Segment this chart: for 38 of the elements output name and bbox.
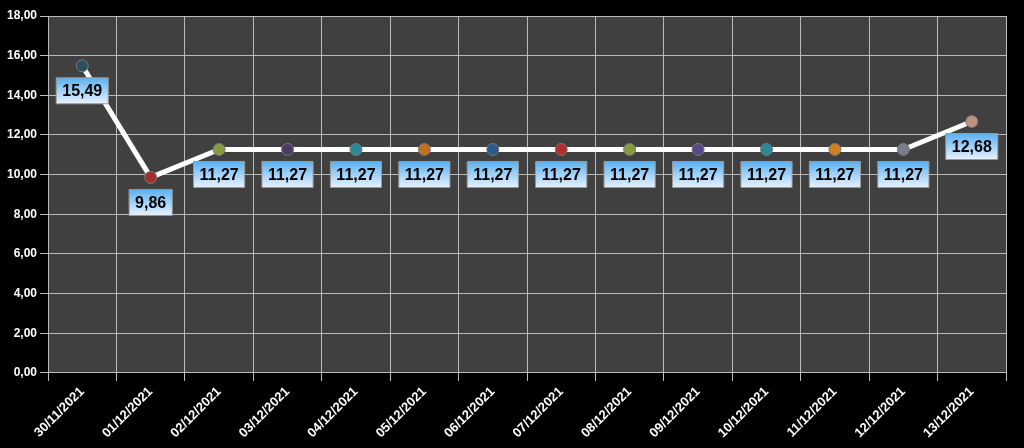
y-tick-label: 6,00 — [13, 246, 38, 261]
data-label: 12,68 — [951, 137, 992, 155]
data-label: 11,27 — [746, 165, 787, 183]
data-label: 11,27 — [404, 165, 445, 183]
data-label: 15,49 — [62, 82, 103, 100]
data-label: 11,27 — [336, 165, 376, 183]
data-label: 9,86 — [135, 193, 167, 211]
point — [486, 142, 500, 156]
point — [144, 170, 158, 184]
point — [75, 59, 89, 73]
point — [623, 142, 637, 156]
y-tick-label: 10,00 — [7, 166, 38, 181]
y-tick-label: 4,00 — [13, 285, 38, 300]
point — [212, 142, 226, 156]
data-label: 11,27 — [610, 165, 650, 183]
data-label: 11,27 — [267, 165, 308, 183]
point — [281, 142, 295, 156]
y-tick-label: 0,00 — [13, 365, 38, 380]
data-label: 11,27 — [199, 165, 239, 183]
y-tick-label: 2,00 — [13, 325, 38, 340]
point — [554, 142, 568, 156]
data-label: 11,27 — [815, 165, 855, 183]
y-tick-label: 8,00 — [13, 206, 38, 221]
data-label: 11,27 — [678, 165, 718, 183]
y-tick-label: 18,00 — [7, 8, 38, 23]
y-tick-label: 14,00 — [7, 87, 38, 102]
point — [896, 142, 910, 156]
point — [828, 142, 842, 156]
point — [965, 115, 979, 128]
point — [349, 142, 363, 156]
data-label: 11,27 — [473, 165, 513, 183]
point — [691, 142, 705, 156]
data-label: 11,27 — [541, 165, 581, 183]
point — [417, 142, 431, 156]
data-label: 11,27 — [883, 165, 924, 183]
point — [760, 142, 774, 156]
y-tick-label: 12,00 — [7, 127, 38, 142]
y-tick-label: 16,00 — [7, 47, 38, 62]
